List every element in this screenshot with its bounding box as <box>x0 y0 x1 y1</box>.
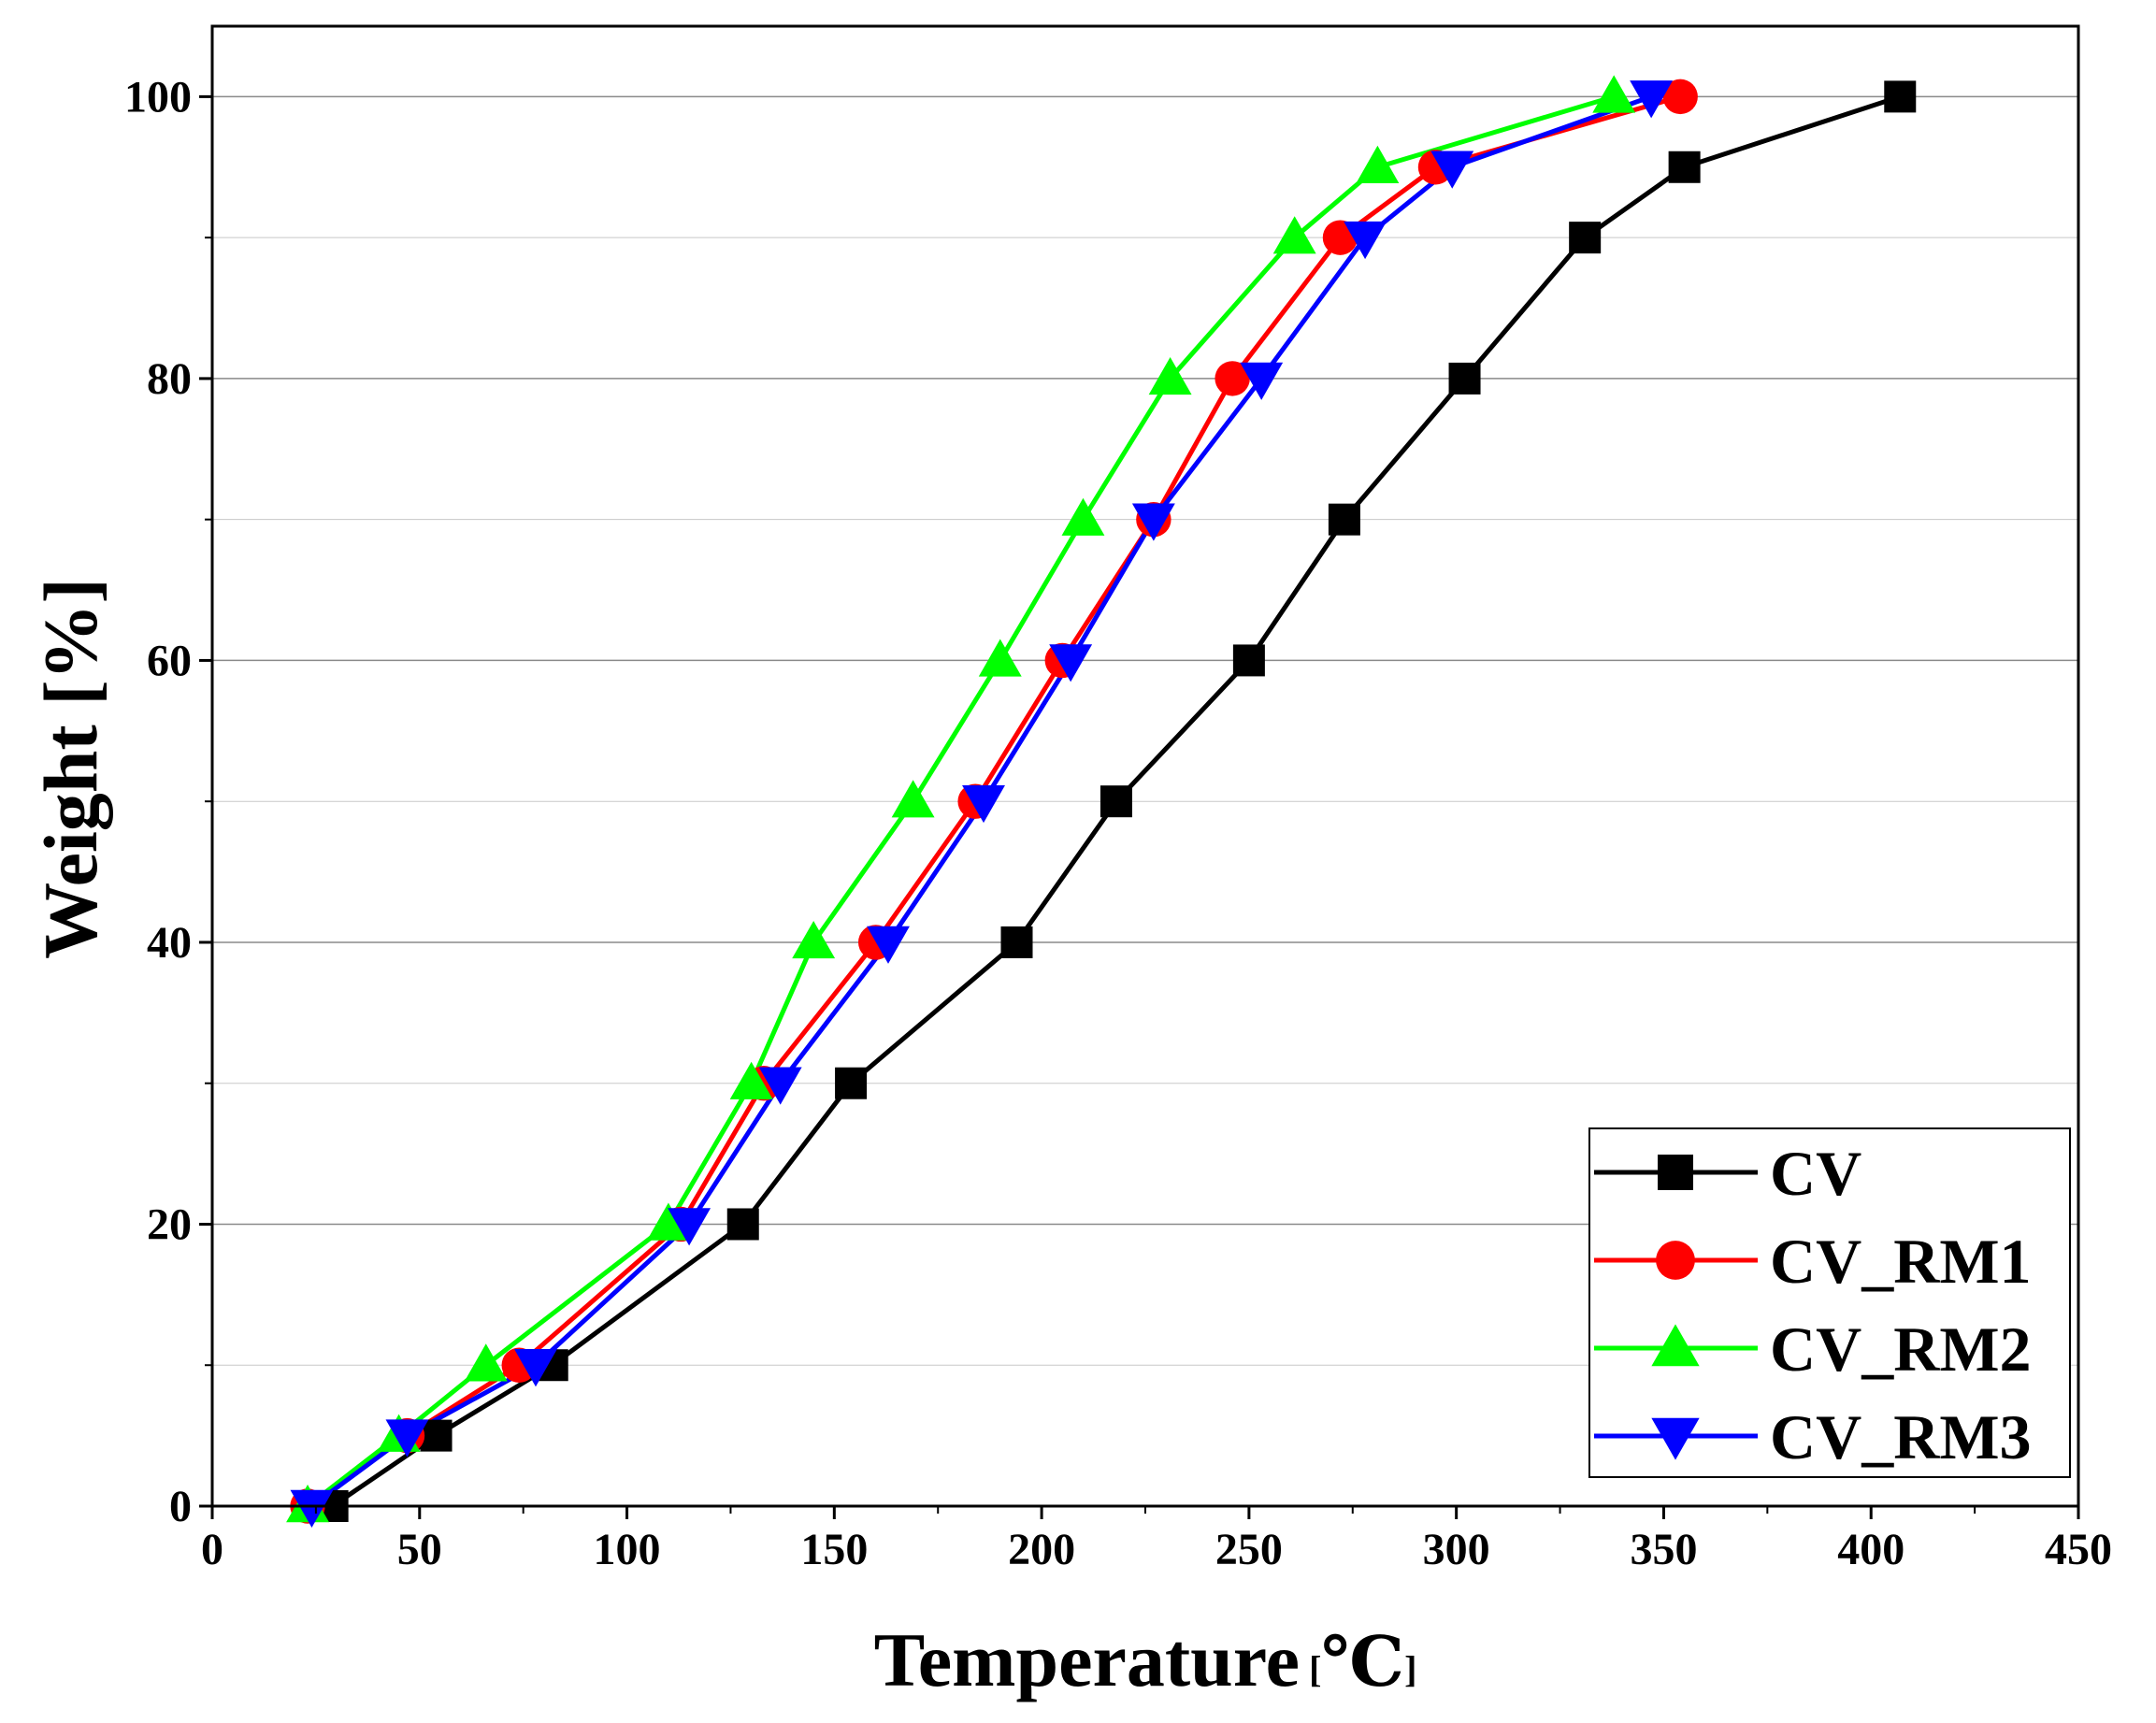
data-point-cv-rm3 <box>290 1489 334 1528</box>
x-axis-label: Temperature <box>874 1617 1300 1702</box>
data-point-cv-rm3 <box>514 1349 557 1387</box>
data-point-cv <box>1884 80 1917 113</box>
data-point-cv <box>1100 785 1132 818</box>
x-tick-label: 0 <box>201 1525 223 1574</box>
grid <box>212 95 2078 1366</box>
data-point-cv <box>1328 503 1360 536</box>
x-tick-label: 50 <box>397 1525 442 1574</box>
x-tick-label: 200 <box>1008 1525 1075 1574</box>
y-tick-label: 20 <box>147 1199 192 1249</box>
data-point-cv <box>835 1067 868 1099</box>
data-point-cv <box>1000 926 1033 958</box>
data-point-cv-rm2 <box>464 1343 508 1382</box>
x-tick-label: 350 <box>1630 1525 1697 1574</box>
data-point-cv-rm3 <box>1240 362 1284 400</box>
x-tick-label: 250 <box>1215 1525 1283 1574</box>
data-point-cv-rm3 <box>1430 151 1474 189</box>
x-tick-label: 400 <box>1837 1525 1904 1574</box>
legend-label-cv-rm2: CV_RM2 <box>1770 1314 2032 1385</box>
x-axis-unit: ℃ <box>1321 1625 1404 1701</box>
data-point-cv-rm3 <box>758 1067 802 1105</box>
legend-marker-cv-rm2 <box>1651 1324 1700 1367</box>
legend-label-cv-rm3: CV_RM3 <box>1770 1401 2032 1472</box>
data-point-cv-rm1 <box>1662 79 1698 115</box>
data-point-cv <box>1232 644 1265 677</box>
x-tick-label: 150 <box>800 1525 868 1574</box>
data-point-cv-rm3 <box>1131 503 1175 541</box>
tick-labels: 0 20 40 60 80 100 0 50 100 150 200 250 300 350 400 450 <box>124 72 2112 1574</box>
legend-marker-cv <box>1658 1155 1693 1190</box>
x-tick-label: 450 <box>2045 1525 2112 1574</box>
data-point-cv-rm3 <box>1344 221 1387 260</box>
data-point-cv-rm3 <box>385 1419 429 1457</box>
data-point-cv-rm1 <box>1215 361 1250 396</box>
legend-marker-cv-rm1 <box>1656 1241 1695 1280</box>
y-tick-label: 0 <box>169 1482 192 1531</box>
data-point-cv-rm2 <box>1061 497 1105 536</box>
data-point-cv-rm2 <box>792 921 836 959</box>
data-point-cv-rm2 <box>891 780 935 818</box>
legend: CV CV_RM1 CV_RM2 CV_RM3 <box>1588 1127 2071 1478</box>
y-tick-label: 80 <box>147 354 192 404</box>
data-point-cv-rm3 <box>867 926 910 964</box>
x-axis-title: Temperature [℃] <box>874 1617 1417 1702</box>
y-tick-label: 60 <box>147 636 192 685</box>
x-tick-label: 100 <box>594 1525 661 1574</box>
data-point-cv-rm2 <box>1356 145 1400 183</box>
data-point-cv-rm2 <box>1148 356 1192 395</box>
legend-marker-cv-rm3 <box>1651 1417 1700 1460</box>
data-point-cv <box>1569 222 1602 254</box>
x-tick-label: 300 <box>1423 1525 1490 1574</box>
y-tick-label: 100 <box>124 72 192 122</box>
data-point-cv <box>1448 362 1481 395</box>
data-point-cv-rm2 <box>1592 75 1636 113</box>
y-axis-title: Weight [%] <box>28 578 113 959</box>
data-point-cv-rm3 <box>1630 80 1674 119</box>
y-tick-label: 40 <box>147 918 192 968</box>
data-point-cv <box>726 1208 759 1241</box>
data-point-cv-rm2 <box>978 639 1022 677</box>
data-point-cv-rm2 <box>729 1061 773 1099</box>
data-point-cv-rm3 <box>668 1208 711 1246</box>
axis-ticks <box>199 94 2080 1519</box>
data-point-cv-rm2 <box>646 1202 690 1241</box>
series-markers <box>286 75 1917 1528</box>
legend-label-cv-rm1: CV_RM1 <box>1770 1226 2032 1297</box>
data-point-cv <box>1668 151 1701 183</box>
legend-label-cv: CV <box>1770 1138 1861 1209</box>
data-point-cv <box>420 1419 453 1452</box>
data-point-cv-rm3 <box>1049 644 1093 682</box>
data-point-cv-rm2 <box>1272 216 1316 254</box>
data-point-cv-rm3 <box>962 784 1005 824</box>
